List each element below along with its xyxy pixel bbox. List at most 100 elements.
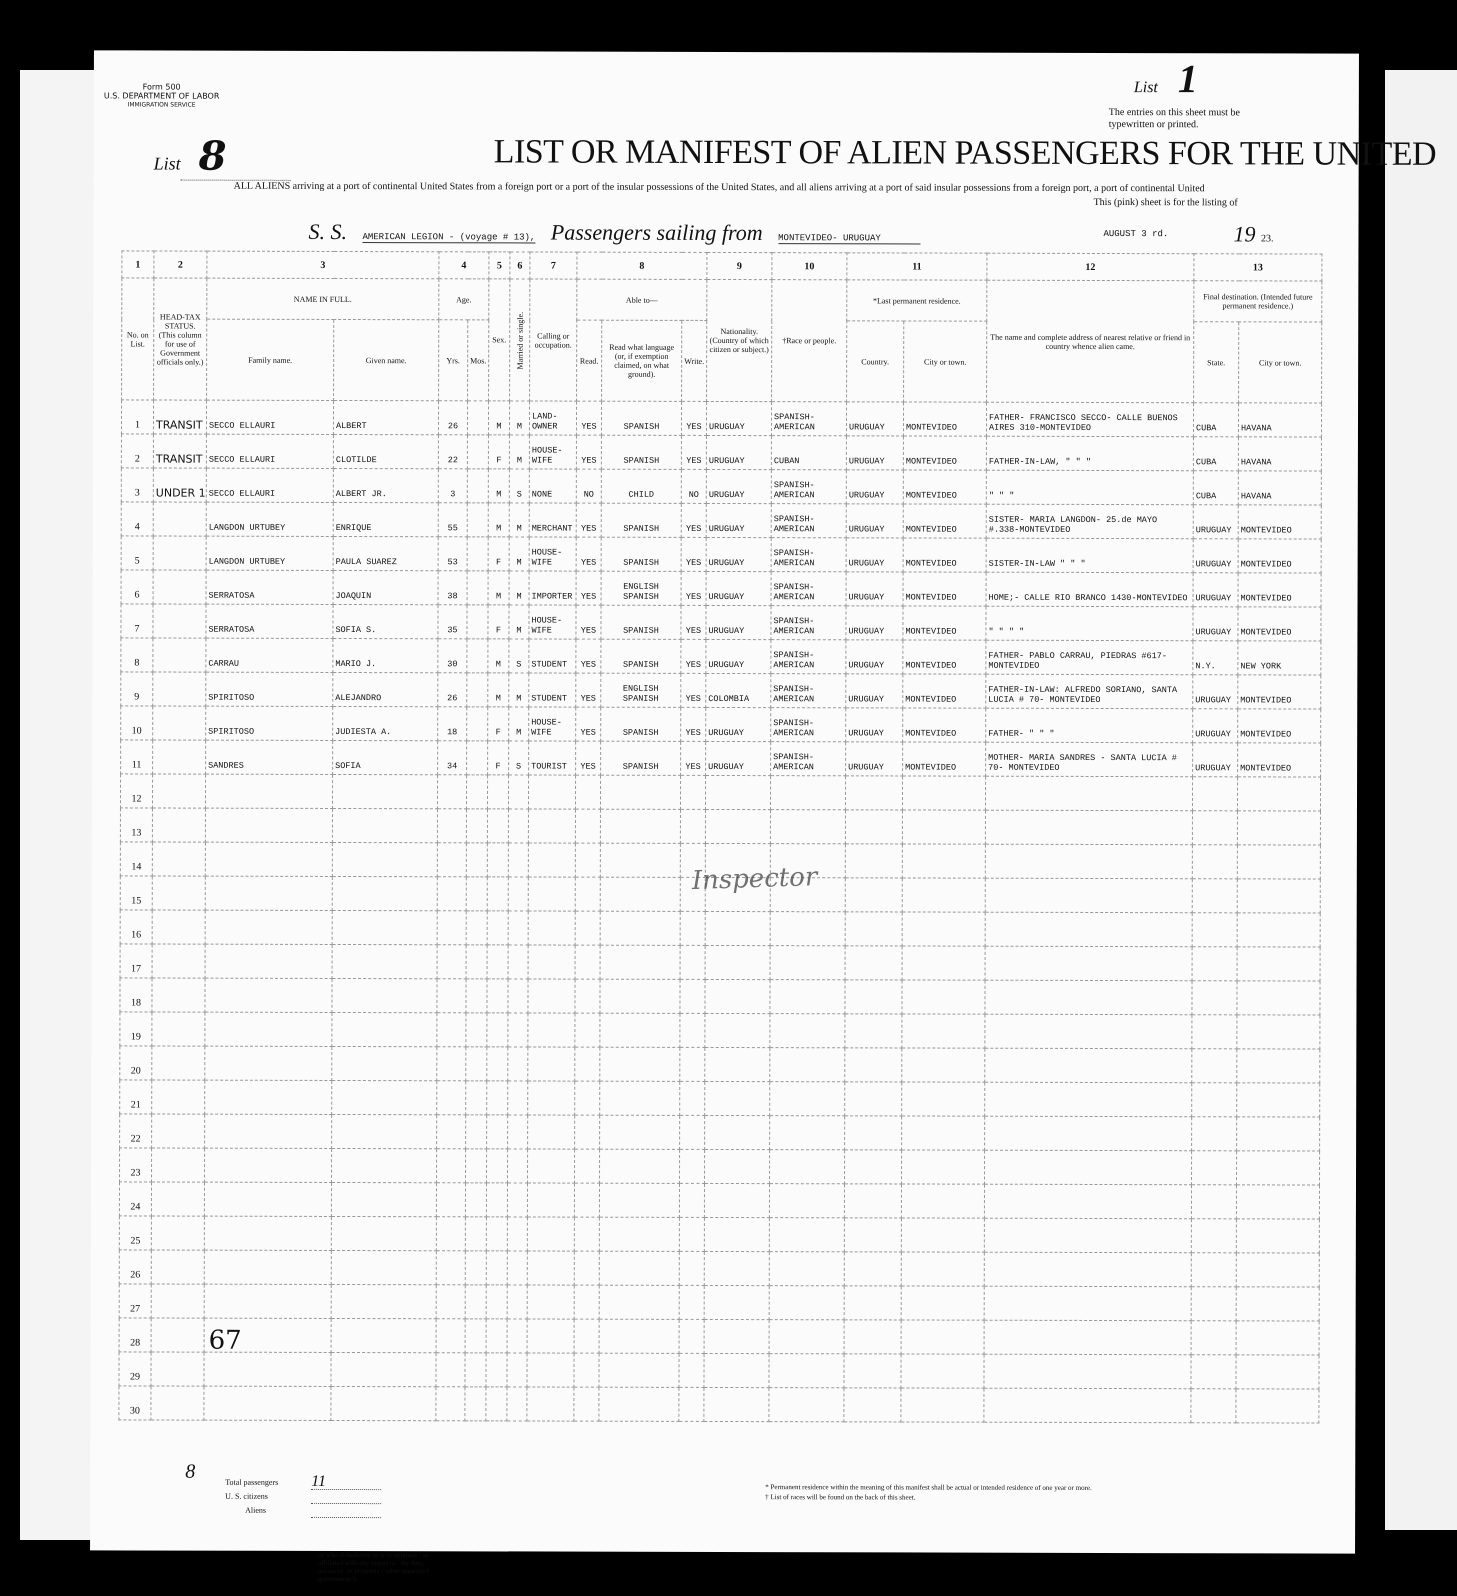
empty-cell: [466, 808, 488, 843]
empty-row: 27: [119, 1283, 1320, 1322]
sex-header: Sex.: [488, 278, 510, 401]
can-write: YES: [681, 435, 707, 470]
passenger-row: 5 LANGDON URTUBEY PAULA SUAREZ 53 F M HOUSE-WI…: [121, 535, 1322, 574]
empty-cell: [527, 1012, 575, 1048]
empty-cell: [769, 1251, 845, 1286]
residence-country: URUGUAY: [845, 707, 903, 742]
empty-cell: [435, 1386, 465, 1421]
empty-cell: [599, 1149, 680, 1184]
underlying-page-right: [1385, 70, 1457, 1530]
empty-cell: [507, 1148, 528, 1183]
residence-city: MONTEVIDEO: [903, 401, 987, 437]
empty-cell: [598, 1387, 679, 1422]
last-residence-header: *Last permanent residence.: [846, 279, 987, 322]
empty-cell: [486, 978, 509, 1013]
row-number: 10: [120, 705, 153, 741]
residence-city: MONTEVIDEO: [903, 503, 987, 539]
marital-status: M: [508, 706, 529, 741]
empty-cell: [844, 979, 903, 1014]
city-header: City or town.: [903, 320, 987, 403]
row-number: 20: [119, 1045, 152, 1081]
sex: F: [487, 740, 509, 775]
empty-cell: [487, 774, 509, 809]
row-number: 13: [120, 807, 153, 843]
list-label-right: List: [1133, 79, 1158, 97]
empty-cell: [508, 808, 529, 843]
total-passengers-value: 11: [311, 1473, 382, 1491]
empty-cell: [679, 1115, 705, 1150]
row-number: 18: [119, 977, 153, 1013]
empty-cell: [527, 1318, 575, 1354]
col-num: 4: [438, 251, 489, 279]
can-read: YES: [575, 673, 601, 708]
sex: M: [487, 638, 509, 673]
empty-cell: [901, 1013, 985, 1049]
empty-cell: [1191, 1048, 1237, 1083]
empty-row: 25: [119, 1215, 1320, 1254]
read-language: SPANISH: [600, 707, 681, 742]
empty-cell: [843, 1353, 902, 1388]
empty-cell: [331, 1046, 437, 1081]
row-number: 25: [119, 1215, 152, 1251]
marital-status: M: [509, 570, 530, 605]
race: SPANISH-AMERICAN: [770, 639, 846, 674]
nationality: URUGUAY: [706, 401, 772, 436]
empty-cell: [845, 945, 903, 980]
empty-cell: [527, 1182, 575, 1218]
empty-cell: [704, 979, 771, 1014]
empty-cell: [204, 1012, 332, 1047]
empty-cell: [704, 1149, 770, 1184]
row-number: 9: [120, 671, 153, 707]
age-months: [467, 400, 489, 435]
can-read: YES: [576, 401, 602, 436]
age-months: [466, 706, 488, 741]
residence-city: MONTEVIDEO: [902, 673, 986, 709]
empty-cell: [574, 1319, 600, 1354]
head-tax-status: [153, 536, 207, 571]
empty-cell: [437, 944, 467, 979]
empty-cell: [486, 1080, 508, 1115]
service: IMMIGRATION SERVICE: [127, 101, 196, 109]
occupation: HOUSE-WIFE: [529, 536, 577, 572]
marital-status: M: [509, 400, 530, 435]
empty-cell: [679, 1047, 705, 1082]
empty-cell: [1191, 1014, 1237, 1049]
empty-row: 19: [119, 1011, 1320, 1050]
read-language: SPANISH: [601, 503, 682, 538]
row-number: 23: [119, 1147, 152, 1183]
empty-cell: [485, 1352, 508, 1387]
empty-cell: [332, 944, 438, 979]
age-months: [467, 434, 489, 469]
nearest-relative: SISTER- MARIA LANGDON- 25.de MAYO #.338-…: [986, 504, 1194, 539]
list-right-number: 1: [1177, 56, 1198, 102]
empty-cell: [151, 1284, 205, 1319]
residence-city: MONTEVIDEO: [903, 571, 987, 607]
empty-cell: [152, 774, 206, 809]
empty-cell: [1191, 1184, 1237, 1219]
empty-cell: [332, 774, 438, 809]
empty-cell: [465, 978, 488, 1013]
read-language: SPANISH: [600, 639, 681, 674]
sailing-date: AUGUST 3 rd.: [1103, 228, 1169, 240]
empty-cell: [507, 1114, 528, 1149]
empty-cell: [575, 775, 601, 810]
empty-cell: [900, 1387, 984, 1423]
empty-cell: [486, 1012, 508, 1047]
nationality-header: Nationality. (Country of which citizen o…: [706, 279, 772, 402]
no-on-list-header: No. on List.: [121, 277, 154, 401]
can-read: NO: [576, 469, 602, 504]
empty-cell: [984, 1252, 1192, 1287]
empty-cell: [704, 1013, 770, 1048]
empty-cell: [844, 1013, 902, 1048]
year-prefix: 19: [1233, 221, 1256, 247]
row-number: 28: [119, 1317, 152, 1353]
empty-cell: [1191, 1252, 1237, 1287]
empty-cell: [575, 843, 601, 878]
empty-cell: [769, 1047, 845, 1082]
relative-header: The name and complete address of nearest…: [986, 280, 1194, 403]
empty-cell: [331, 1012, 437, 1047]
us-citizens-label: U. S. citizens: [225, 1491, 268, 1501]
empty-cell: [151, 1114, 205, 1149]
empty-cell: [527, 1046, 575, 1082]
